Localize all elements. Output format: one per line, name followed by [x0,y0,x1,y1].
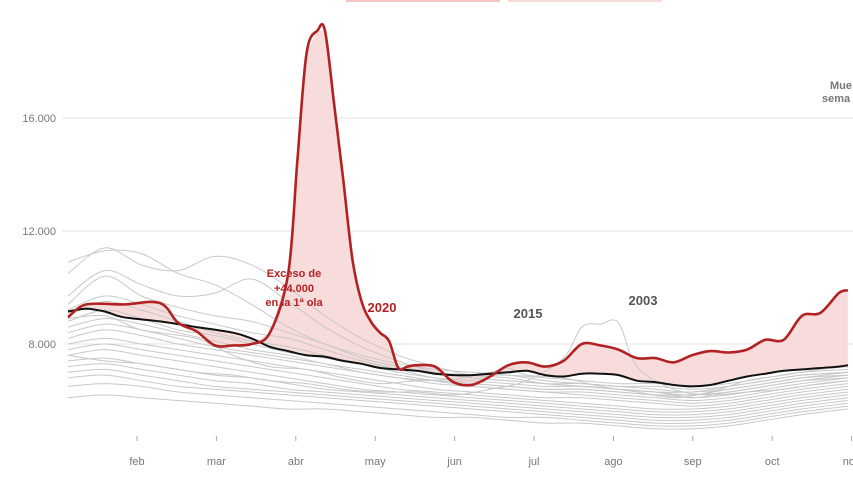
series-line-background-19 [67,383,848,427]
annotation-excess: +44.000 [274,283,314,295]
series-line-average [67,307,849,388]
annotation-corner: Mue [830,80,852,92]
x-tick-label: abr [288,456,304,468]
x-tick-label: jul [527,456,539,468]
series-line-background-17 [67,368,848,422]
x-tick-label: ago [604,456,622,468]
series-line-background-3 [67,247,848,396]
x-tick-label: may [365,456,386,468]
x-tick-label: jun [446,456,462,468]
x-tick-label: mar [207,456,226,468]
series-line-2020 [67,22,849,387]
y-tick-label: 8.000 [28,339,56,351]
x-tick-label: oct [765,456,780,468]
series-line-background-13 [67,343,848,410]
series-line-background-18 [67,374,848,424]
legend-swatch-average [508,0,662,2]
series-line-background-14 [67,349,848,413]
legend-swatch-highlight [346,0,500,2]
annotation-year-highlight: 2020 [368,300,397,315]
series-line-background-16 [67,363,848,419]
x-tick-label: sep [684,456,702,468]
annotation-year: 2015 [514,306,543,321]
series-line-background-15 [67,357,848,416]
y-tick-label: 16.000 [22,113,56,125]
series-line-background-12 [67,337,848,407]
series-line-background-6 [67,295,848,393]
x-tick-label: feb [129,456,144,468]
series-line-background-10 [67,323,848,404]
x-tick-label: nov [843,456,853,468]
series-line-background-20 [67,394,848,430]
annotation-excess: Exceso de [267,268,321,280]
excess-area [68,30,848,387]
annotation-corner: sema [822,93,851,105]
annotation-excess: en la 1ª ola [265,297,323,309]
series-line-background-9 [67,318,848,402]
y-tick-label: 12.000 [22,226,56,238]
annotation-year: 2003 [629,293,658,308]
